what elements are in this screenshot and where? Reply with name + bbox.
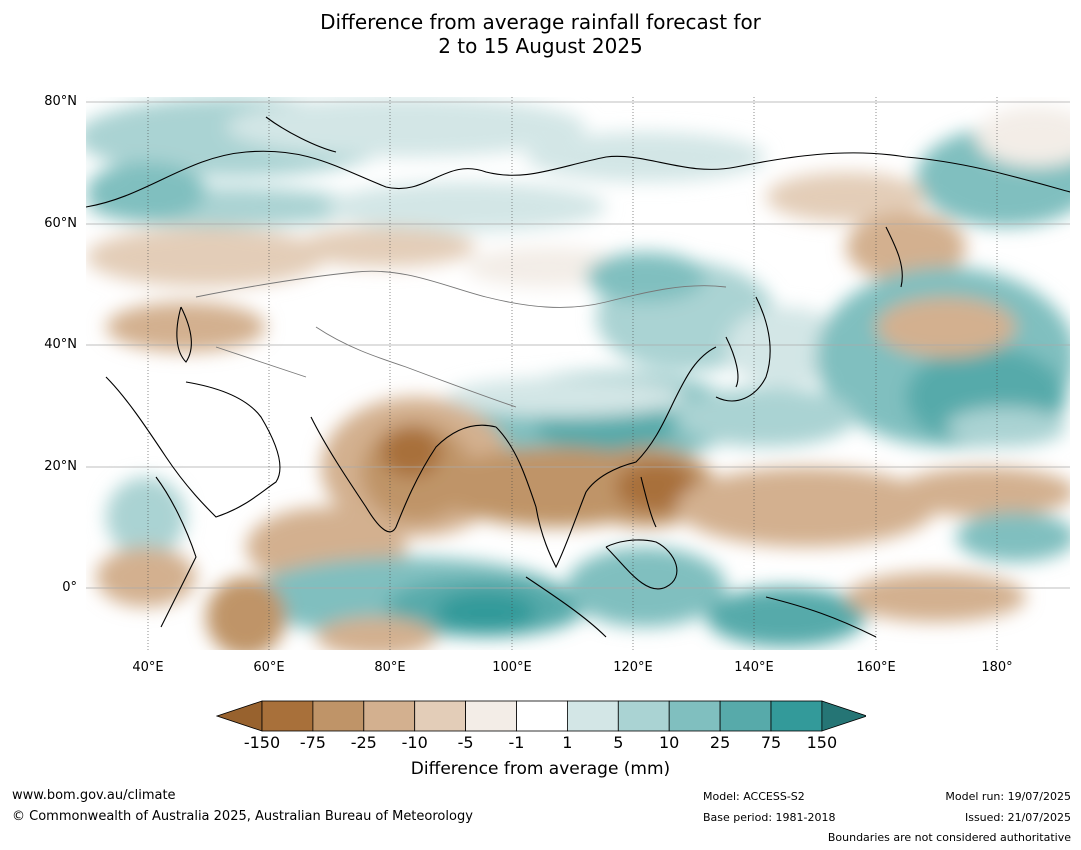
coastlines [86,116,1070,638]
colorbar-tick-label: 5 [613,733,624,752]
colorbar-tick-label: 1 [562,733,573,752]
colorbar-cell [312,700,365,732]
lat-label-40n: 40°N [44,337,77,352]
map-title-line2: 2 to 15 August 2025 [438,34,643,58]
colorbar-cell [516,700,568,732]
base-period: Base period: 1981-2018 [703,811,836,824]
colorbar-under-arrow [216,700,263,732]
colorbar [216,700,866,732]
lat-label-0: 0° [62,580,77,595]
graticule [86,101,1070,589]
anomaly-field [86,97,1070,650]
website-link[interactable]: www.bom.gov.au/climate [12,788,176,803]
colorbar-tick-label: 25 [709,733,731,752]
map-canvas [86,97,1070,650]
lat-label-80n: 80°N [44,94,77,109]
colorbar-tick-label: 75 [760,733,782,752]
colorbar-tick-label: 150 [806,733,838,752]
colorbar-over-arrow [821,700,866,732]
colorbar-cell [719,700,772,732]
colorbar-cell [566,700,619,732]
lon-label-80e: 80°E [374,660,406,675]
copyright-text: © Commonwealth of Australia 2025, Austra… [12,809,473,824]
colorbar-cell [617,700,670,732]
colorbar-tick-label: -75 [299,733,326,752]
lon-label-160e: 160°E [856,660,896,675]
colorbar-cell [414,700,466,732]
colorbar-tick-label: -150 [243,733,281,752]
lat-label-60n: 60°N [44,216,77,231]
model-run-date: Model run: 19/07/2025 [945,790,1071,803]
colorbar-cell [261,700,314,732]
issued-date: Issued: 21/07/2025 [964,811,1071,824]
lon-label-100e: 100°E [492,660,532,675]
colorbar-tick-label: -25 [350,733,377,752]
boundaries-disclaimer: Boundaries are not considered authoritat… [827,831,1071,844]
lat-label-20n: 20°N [44,459,77,474]
colorbar-title: Difference from average (mm) [410,759,671,779]
colorbar-tick-label: -10 [401,733,428,752]
colorbar-tick-label: -5 [457,733,474,752]
colorbar-cell [668,700,721,732]
colorbar-cell [770,700,823,732]
model-name: Model: ACCESS-S2 [703,790,805,803]
meridians [147,97,998,650]
colorbar-tick-label: 10 [659,733,680,752]
colorbar-cell [363,700,416,732]
lon-label-120e: 120°E [613,660,653,675]
lon-label-180: 180° [981,660,1013,675]
rainfall-anomaly-map [86,97,1070,650]
map-title-line1: Difference from average rainfall forecas… [320,10,761,34]
lon-label-140e: 140°E [734,660,774,675]
country-borders [195,270,727,408]
lon-label-40e: 40°E [132,660,164,675]
lon-label-60e: 60°E [253,660,285,675]
colorbar-cell [465,700,517,732]
colorbar-tick-label: -1 [508,733,525,752]
